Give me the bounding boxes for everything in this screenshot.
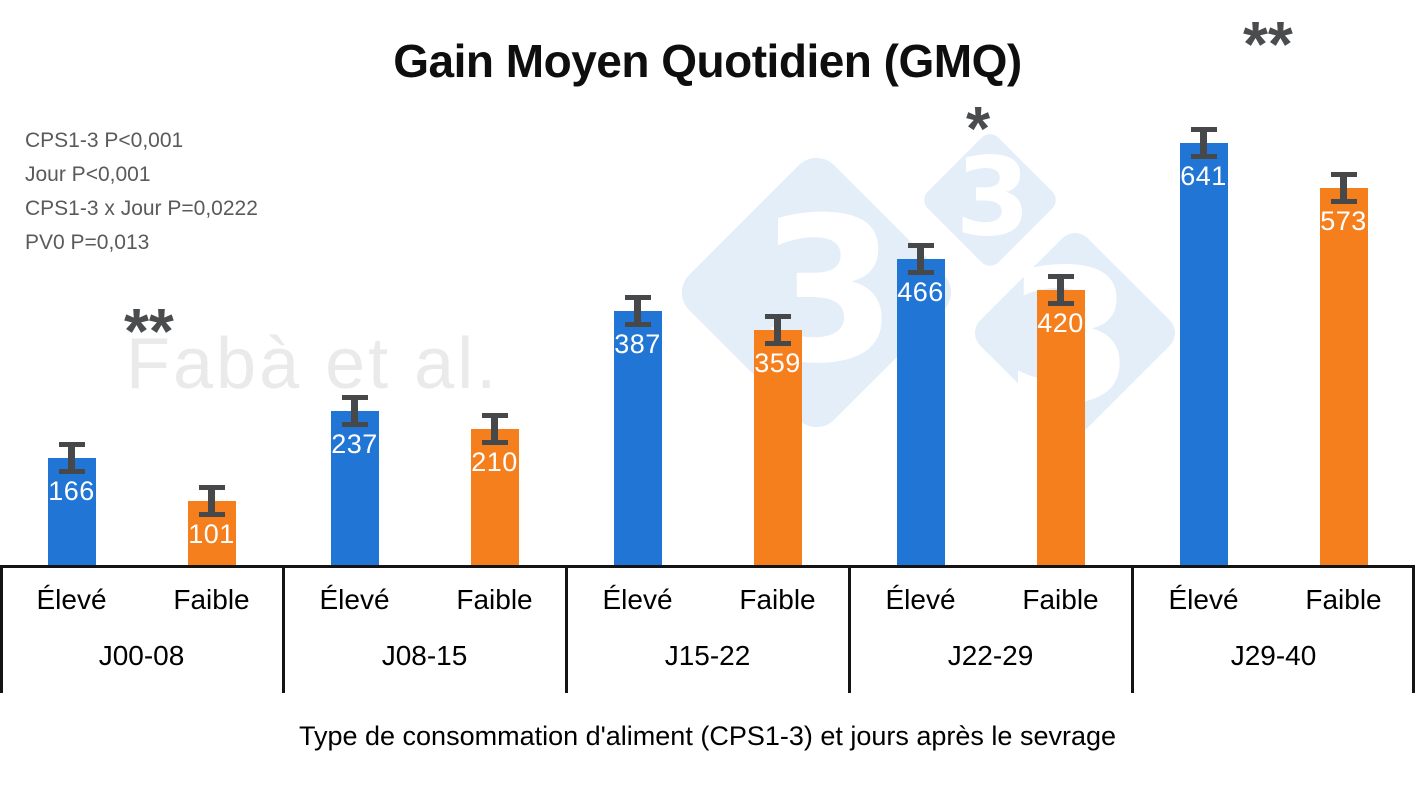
error-bar-stem xyxy=(1057,279,1064,301)
error-bar-stem xyxy=(1340,177,1347,199)
error-bar-top-cap xyxy=(481,413,508,418)
error-bar-bottom-cap xyxy=(907,270,934,275)
stats-annotation-block: CPS1-3 P<0,001 Jour P<0,001 CPS1-3 x Jour … xyxy=(25,124,258,260)
error-bar xyxy=(1047,274,1074,306)
group-divider xyxy=(564,565,568,693)
bar-Faible-J29-40 xyxy=(1319,188,1368,568)
error-bar-stem xyxy=(351,400,358,422)
significance-marker: * xyxy=(966,95,991,164)
error-bar-stem xyxy=(1200,132,1207,154)
error-bar xyxy=(341,395,368,427)
error-bar-bottom-cap xyxy=(198,512,225,517)
series-label-Élevé: Élevé xyxy=(602,584,673,615)
error-bar-top-cap xyxy=(1330,172,1357,177)
error-bar-stem xyxy=(68,447,75,469)
error-bar xyxy=(1190,127,1217,159)
series-label-Faible: Faible xyxy=(456,584,533,615)
bar-Élevé-J29-40 xyxy=(1179,143,1228,568)
bar-value-label: 387 xyxy=(614,329,661,359)
bar-value-label: 641 xyxy=(1180,161,1227,191)
group-label-J08-15: J08-15 xyxy=(381,640,468,671)
error-bar-stem xyxy=(774,319,781,341)
bar-Élevé-J00-08 xyxy=(47,458,96,568)
error-bar xyxy=(198,485,225,517)
bar-value-label: 166 xyxy=(48,476,95,506)
error-bar-top-cap xyxy=(341,395,368,400)
error-bar-top-cap xyxy=(907,243,934,248)
watermark-author-text: Fabà et al. xyxy=(126,324,500,404)
error-bar-stem xyxy=(491,418,498,440)
series-label-Faible: Faible xyxy=(1022,584,1099,615)
group-divider xyxy=(0,565,3,693)
watermark-three-digit: 3 xyxy=(955,135,1031,261)
significance-marker: ** xyxy=(124,295,174,367)
stat-line: CPS1-3 x Jour P=0,0222 xyxy=(25,197,258,220)
bar-Élevé-J15-22 xyxy=(613,311,662,568)
bar-Élevé-J22-29 xyxy=(896,259,945,568)
group-label-J00-08: J00-08 xyxy=(98,640,185,671)
group-divider xyxy=(847,565,851,693)
series-label-Faible: Faible xyxy=(1305,584,1382,615)
group-label-J29-40: J29-40 xyxy=(1230,640,1317,671)
series-label-Élevé: Élevé xyxy=(319,584,390,615)
group-label-J22-29: J22-29 xyxy=(947,640,1034,671)
stat-line: CPS1-3 P<0,001 xyxy=(25,129,184,152)
group-divider xyxy=(1130,565,1134,693)
error-bar xyxy=(907,243,934,275)
error-bar-stem xyxy=(634,300,641,322)
error-bar-stem xyxy=(917,248,924,270)
bar-Faible-J22-29 xyxy=(1036,290,1085,568)
stat-line: Jour P<0,001 xyxy=(25,163,151,186)
bar-value-label: 210 xyxy=(471,447,518,477)
x-axis-title: Type de consommation d'aliment (CPS1-3) … xyxy=(298,721,1117,751)
bar-Faible-J15-22 xyxy=(753,330,802,568)
error-bar xyxy=(58,442,85,474)
error-bar-stem xyxy=(208,490,215,512)
error-bar-top-cap xyxy=(198,485,225,490)
chart-title: Gain Moyen Quotidien (GMQ) xyxy=(393,35,1022,87)
group-label-J15-22: J15-22 xyxy=(664,640,751,671)
bar-value-label: 573 xyxy=(1320,206,1367,236)
error-bar xyxy=(764,314,791,346)
bar-value-label: 237 xyxy=(331,429,378,459)
error-bar xyxy=(481,413,508,445)
bar-value-label: 359 xyxy=(754,348,801,378)
error-bar-bottom-cap xyxy=(764,341,791,346)
bar-Élevé-J08-15 xyxy=(330,411,379,568)
error-bar-bottom-cap xyxy=(624,322,651,327)
error-bar-bottom-cap xyxy=(1190,154,1217,159)
error-bar xyxy=(624,295,651,327)
series-label-Faible: Faible xyxy=(173,584,250,615)
series-label-Élevé: Élevé xyxy=(885,584,956,615)
bar-value-label: 466 xyxy=(897,277,944,307)
error-bar-bottom-cap xyxy=(1330,199,1357,204)
bar-value-label: 420 xyxy=(1037,308,1084,338)
bar-value-label: 101 xyxy=(188,519,235,549)
group-divider xyxy=(281,565,285,693)
error-bar-top-cap xyxy=(624,295,651,300)
error-bar-top-cap xyxy=(1190,127,1217,132)
x-axis-line xyxy=(0,565,1415,568)
series-label-Faible: Faible xyxy=(739,584,816,615)
error-bar-top-cap xyxy=(764,314,791,319)
error-bar-bottom-cap xyxy=(341,422,368,427)
series-label-Élevé: Élevé xyxy=(1168,584,1239,615)
stat-line: PV0 P=0,013 xyxy=(25,231,150,254)
error-bar-bottom-cap xyxy=(481,440,508,445)
error-bar-top-cap xyxy=(1047,274,1074,279)
significance-marker: ** xyxy=(1243,8,1293,80)
group-divider xyxy=(1412,565,1415,693)
error-bar-bottom-cap xyxy=(1047,301,1074,306)
error-bar-bottom-cap xyxy=(58,469,85,474)
bar-Faible-J08-15 xyxy=(470,429,519,568)
error-bar-top-cap xyxy=(58,442,85,447)
error-bar xyxy=(1330,172,1357,204)
series-label-Élevé: Élevé xyxy=(36,584,107,615)
